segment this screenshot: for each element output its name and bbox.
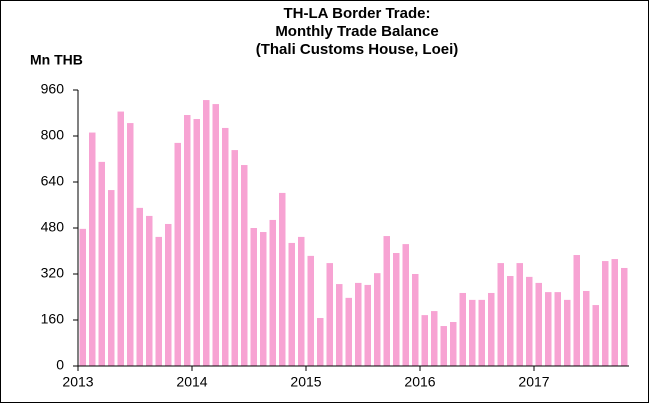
bar xyxy=(241,165,248,366)
bar xyxy=(478,299,485,366)
bar xyxy=(136,207,143,366)
y-tick-label: 640 xyxy=(41,173,65,189)
bar xyxy=(459,292,466,366)
bar xyxy=(231,150,238,366)
bar xyxy=(269,219,276,366)
bar xyxy=(412,274,419,366)
bar xyxy=(336,284,343,366)
bar xyxy=(355,282,362,366)
bar xyxy=(89,132,96,366)
bar xyxy=(421,315,428,366)
y-tick-label: 160 xyxy=(41,311,65,327)
bar xyxy=(184,115,191,366)
bar xyxy=(317,317,324,366)
bar xyxy=(431,311,438,366)
bar xyxy=(469,299,476,366)
bar xyxy=(564,299,571,366)
bar xyxy=(545,292,552,366)
bar xyxy=(117,111,124,366)
bar xyxy=(288,242,295,366)
bar xyxy=(535,282,542,366)
x-tick-label: 2017 xyxy=(518,374,549,390)
bar xyxy=(345,297,352,366)
bar xyxy=(583,290,590,366)
bar xyxy=(526,276,533,366)
bar xyxy=(393,253,400,366)
bar xyxy=(298,236,305,366)
bar xyxy=(174,142,181,366)
bar xyxy=(98,161,105,366)
x-tick-label: 2016 xyxy=(404,374,435,390)
bar xyxy=(573,255,580,366)
y-axis-label: Mn THB xyxy=(30,52,83,68)
bar xyxy=(507,276,514,366)
bar xyxy=(127,123,134,366)
bar xyxy=(260,232,267,366)
bar xyxy=(108,190,115,366)
bar xyxy=(307,255,314,366)
bar xyxy=(592,305,599,366)
bar xyxy=(212,104,219,367)
bar xyxy=(621,267,628,366)
y-tick-label: 320 xyxy=(41,265,65,281)
bar xyxy=(374,273,381,366)
bar xyxy=(383,236,390,366)
bar xyxy=(554,292,561,366)
bar xyxy=(402,244,409,366)
x-tick-label: 2015 xyxy=(290,374,321,390)
bar xyxy=(450,322,457,366)
y-tick-label: 960 xyxy=(41,81,65,97)
bar xyxy=(516,263,523,366)
bar xyxy=(155,236,162,366)
bar xyxy=(497,263,504,366)
x-tick-label: 2014 xyxy=(176,374,207,390)
y-tick-label: 480 xyxy=(41,219,65,235)
bar xyxy=(364,284,371,366)
y-tick-label: 0 xyxy=(56,357,64,373)
bar xyxy=(146,215,153,366)
bar xyxy=(602,261,609,366)
chart-title: TH-LA Border Trade: xyxy=(284,5,431,22)
chart-subtitle: Monthly Trade Balance xyxy=(275,23,438,40)
bar xyxy=(222,127,229,366)
bar xyxy=(326,263,333,366)
chart-subtitle: (Thali Customs House, Loei) xyxy=(256,41,459,58)
bar xyxy=(193,119,200,366)
bar xyxy=(279,192,286,366)
bar xyxy=(250,228,257,366)
bar xyxy=(440,326,447,366)
bar xyxy=(165,223,172,366)
x-tick-label: 2013 xyxy=(62,374,93,390)
y-tick-label: 800 xyxy=(41,127,65,143)
bar xyxy=(79,228,86,366)
bar xyxy=(203,100,210,366)
bar xyxy=(488,292,495,366)
bar xyxy=(611,259,618,366)
